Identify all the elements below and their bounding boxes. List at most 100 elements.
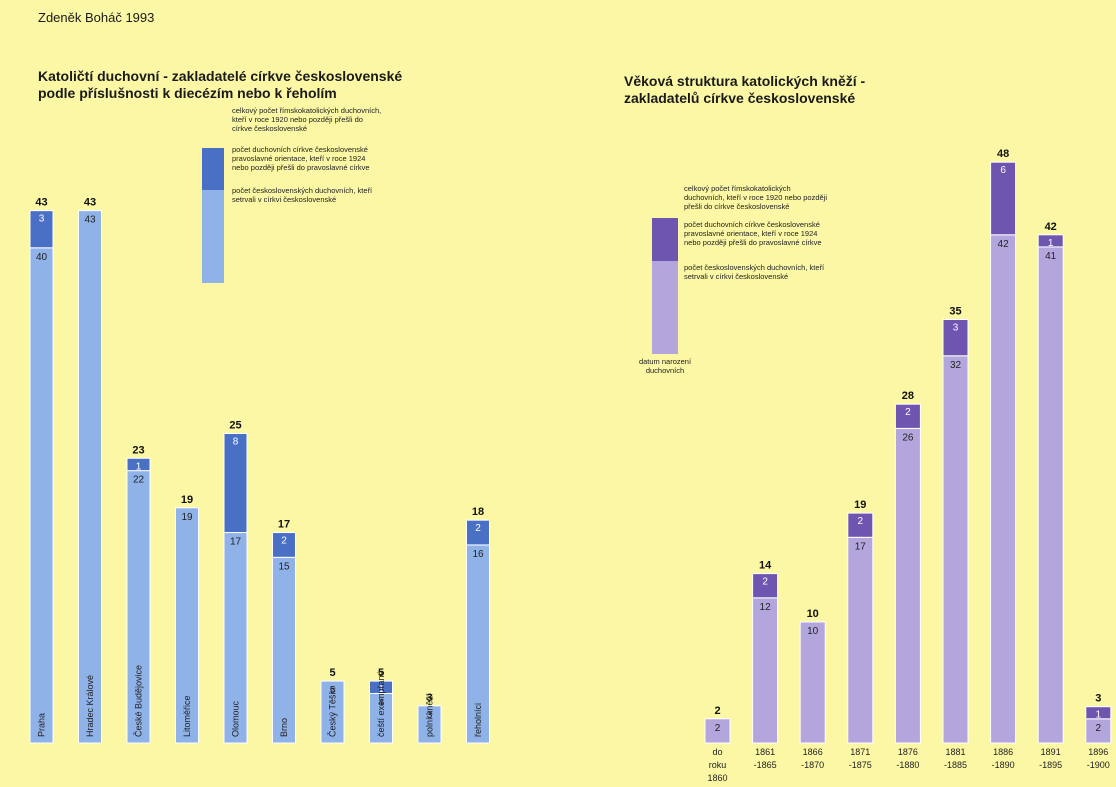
right-category-label: 1866 xyxy=(803,747,823,757)
right-legend-text: pravoslavné orientace, kteří v roce 1924 xyxy=(684,229,817,238)
right-legend-text: počet duchovních církve československé xyxy=(684,220,820,229)
right-legend-swatch-dark xyxy=(652,218,678,261)
right-bar-total-label: 42 xyxy=(1045,221,1057,233)
left-category-label: Olomouc xyxy=(231,700,241,737)
left-legend-text: pravoslavné orientace, kteří v roce 1924 xyxy=(232,154,365,163)
right-legend-swatch-light xyxy=(652,261,678,354)
right-bar-top xyxy=(990,161,1017,236)
right-bar-base xyxy=(1037,246,1064,744)
right-bar-top xyxy=(847,512,874,538)
left-bar-total-label: 25 xyxy=(229,420,241,432)
left-category-label: polní kněží xyxy=(425,693,435,737)
right-bar-total-label: 35 xyxy=(949,306,961,318)
left-bar-total-label: 43 xyxy=(84,197,96,209)
right-category-label: -1875 xyxy=(849,760,872,770)
right-legend-text: duchovních, kteří v roce 1920 nebo pozdě… xyxy=(684,193,827,202)
right-category-label: 1881 xyxy=(945,747,965,757)
left-bar-base xyxy=(417,705,442,744)
right-bar-total-label: 48 xyxy=(997,148,1009,160)
right-category-label: 1896 xyxy=(1088,747,1108,757)
left-bar-top-label: 2 xyxy=(475,523,481,534)
right-bar-top-label: 2 xyxy=(762,577,768,588)
left-bar-base-label: 16 xyxy=(472,549,484,560)
left-category-label: Litoměřice xyxy=(182,695,192,737)
left-bar-top xyxy=(29,210,54,249)
right-bar-top-label: 2 xyxy=(905,407,911,418)
left-bar-base xyxy=(320,680,345,744)
right-bar-base xyxy=(894,427,921,744)
right-category-label: -1890 xyxy=(992,760,1015,770)
left-category-label: Praha xyxy=(37,713,47,737)
left-legend-swatch-light xyxy=(202,190,224,283)
left-bar-top xyxy=(369,680,393,694)
right-bar-top xyxy=(894,403,921,429)
right-bar-total-label: 3 xyxy=(1095,693,1101,705)
right-bar-base-label: 26 xyxy=(902,432,914,443)
left-bar-base-label: 3 xyxy=(427,710,433,721)
right-bar-top xyxy=(1085,706,1112,720)
right-bar-total-label: 10 xyxy=(807,608,819,620)
left-legend-text: celkový počet římskokatolických duchovní… xyxy=(232,106,381,115)
right-axis-note: datum narození xyxy=(639,357,692,366)
right-category-label: -1865 xyxy=(754,760,777,770)
right-category-label: -1885 xyxy=(944,760,967,770)
left-bar-base xyxy=(78,210,102,744)
left-bar-total-label: 5 xyxy=(329,667,335,679)
right-legend-text: počet československých duchovních, kteří xyxy=(684,263,825,272)
left-legend-text: počet československých duchovních, kteří xyxy=(232,186,373,195)
left-bar-base-label: 40 xyxy=(36,252,48,263)
left-bar-base-label: 19 xyxy=(181,512,193,523)
right-bar-top-label: 2 xyxy=(858,516,864,527)
left-bar-top-label: 1 xyxy=(378,684,384,695)
left-legend-text: církve československé xyxy=(232,124,307,133)
left-chart-title-line-1: Katoličtí duchovní - zakladatelé církve … xyxy=(38,68,403,84)
author-credit: Zdeněk Boháč 1993 xyxy=(38,10,155,25)
right-category-label: 1891 xyxy=(1041,747,1061,757)
right-bar-base xyxy=(752,597,779,744)
right-chart-title-line-2: zakladatelů církve československé xyxy=(624,90,856,106)
left-bar-top xyxy=(272,532,296,558)
left-bar-base-label: 43 xyxy=(84,215,96,226)
right-category-label: -1880 xyxy=(896,760,919,770)
right-bar-total-label: 28 xyxy=(902,390,914,402)
left-bar-total-label: 17 xyxy=(278,519,290,531)
right-category-label: roku xyxy=(709,760,727,770)
right-bar-base-label: 2 xyxy=(715,723,721,734)
right-category-label: 1860 xyxy=(707,773,727,783)
left-legend-text: kteří v roce 1920 nebo později přešli do xyxy=(232,115,363,124)
left-bar-top-label: 3 xyxy=(39,214,45,225)
right-category-label: -1900 xyxy=(1087,760,1110,770)
right-category-label: 1871 xyxy=(850,747,870,757)
left-bar-base xyxy=(175,507,199,744)
left-category-label: Brno xyxy=(279,718,289,737)
right-bar-base xyxy=(799,621,826,744)
right-legend-text: přešli do církve československé xyxy=(684,202,789,211)
right-bar-total-label: 19 xyxy=(854,499,866,511)
left-bar-top-label: 2 xyxy=(281,536,287,547)
left-legend-text: nebo později přešli do pravoslavné církv… xyxy=(232,163,370,172)
left-bar-total-label: 19 xyxy=(181,494,193,506)
right-category-label: -1895 xyxy=(1039,760,1062,770)
right-bar-base xyxy=(704,718,731,744)
right-bar-base xyxy=(990,234,1017,744)
left-category-label: řeholníci xyxy=(473,703,483,737)
right-bar-base-label: 42 xyxy=(998,239,1010,250)
left-bar-total-label: 5 xyxy=(378,667,384,679)
left-bar-top xyxy=(466,519,490,546)
right-bar-top xyxy=(1037,234,1064,248)
right-bar-base-label: 12 xyxy=(760,602,772,613)
right-legend-text: setrvali v církvi československé xyxy=(684,272,788,281)
left-bar-base-label: 22 xyxy=(133,475,145,486)
left-bar-top xyxy=(126,457,151,472)
right-bar-base-label: 10 xyxy=(807,626,819,637)
left-bar-top-label: 8 xyxy=(233,437,239,448)
right-bar-total-label: 14 xyxy=(759,560,772,572)
right-bar-top-label: 6 xyxy=(1000,165,1006,176)
left-legend-text: setrvali v církvi československé xyxy=(232,195,336,204)
right-bar-top-label: 3 xyxy=(953,323,959,334)
left-bar-base-label: 17 xyxy=(230,537,242,548)
right-bar-base-label: 17 xyxy=(855,541,867,552)
right-axis-note: duchovních xyxy=(646,366,684,375)
left-bar-total-label: 18 xyxy=(472,506,484,518)
